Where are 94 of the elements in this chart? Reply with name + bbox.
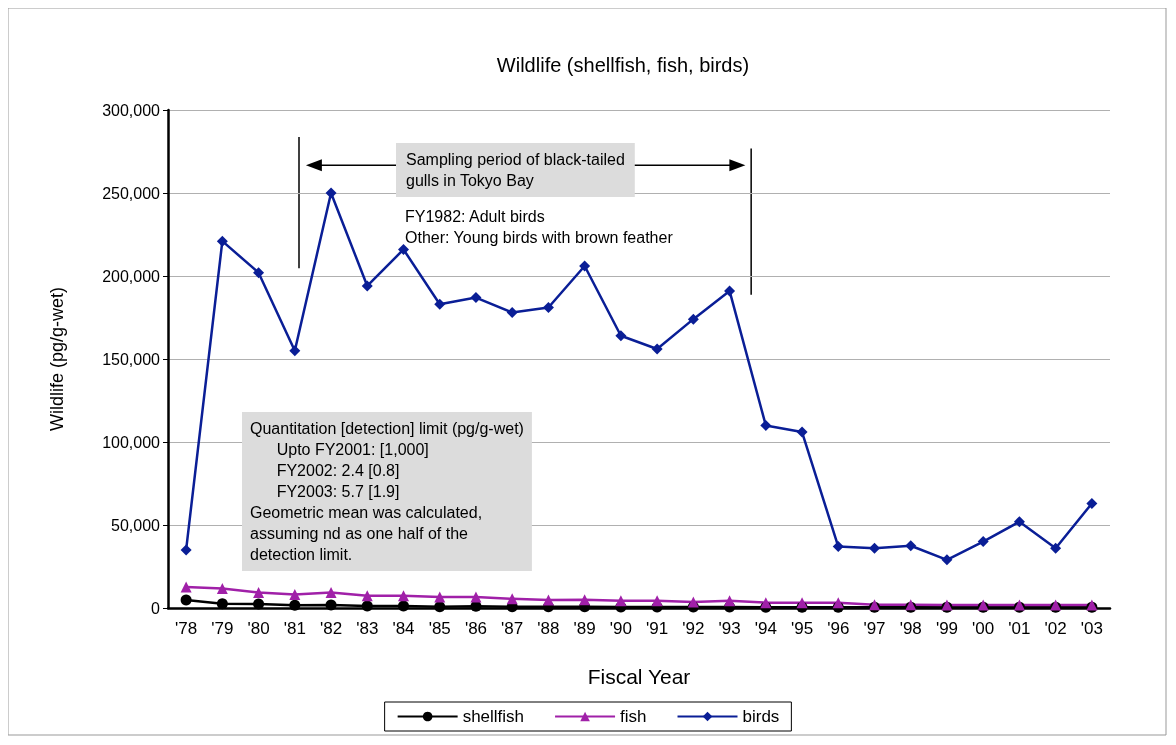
point bbox=[687, 596, 699, 608]
x-tick-label: '87 bbox=[501, 619, 524, 638]
x-tick-label: '98 bbox=[899, 619, 922, 638]
point bbox=[180, 544, 192, 556]
point bbox=[325, 599, 337, 611]
y-tick-label: 150,000 bbox=[102, 350, 161, 368]
point bbox=[506, 307, 518, 319]
point bbox=[470, 591, 482, 603]
point bbox=[579, 594, 591, 606]
x-tick-label: '81 bbox=[283, 619, 306, 638]
point bbox=[289, 599, 301, 611]
legend-label: shellfish bbox=[462, 707, 525, 726]
y-tick-label: 50,000 bbox=[111, 516, 161, 534]
point bbox=[941, 554, 953, 566]
x-tick-label: '00 bbox=[972, 619, 995, 638]
x-tick-label: '84 bbox=[392, 619, 415, 638]
point bbox=[325, 187, 337, 199]
point bbox=[253, 598, 265, 610]
point bbox=[180, 581, 192, 593]
x-tick-label: '01 bbox=[1008, 619, 1031, 638]
x-tick-label: '02 bbox=[1044, 619, 1067, 638]
point bbox=[216, 598, 228, 610]
point bbox=[253, 267, 265, 279]
x-tick-label: '96 bbox=[827, 619, 850, 638]
point bbox=[253, 587, 265, 599]
x-tick-label: '80 bbox=[247, 619, 270, 638]
point bbox=[361, 280, 373, 292]
point bbox=[651, 343, 663, 355]
point bbox=[869, 542, 880, 554]
point bbox=[977, 536, 989, 548]
y-axis-title: Wildlife (pg/g-wet) bbox=[47, 286, 67, 432]
point bbox=[1050, 542, 1062, 554]
point bbox=[1013, 516, 1025, 528]
point bbox=[615, 330, 627, 342]
point bbox=[289, 589, 301, 601]
point bbox=[760, 597, 772, 609]
point bbox=[796, 597, 808, 609]
x-tick-label: '94 bbox=[754, 619, 777, 638]
point bbox=[398, 600, 409, 612]
point bbox=[434, 591, 446, 603]
x-tick-label: '93 bbox=[718, 619, 741, 638]
x-tick-label: '89 bbox=[573, 619, 596, 638]
y-tick-label: 300,000 bbox=[102, 101, 161, 119]
x-tick-label: '95 bbox=[790, 619, 814, 638]
point bbox=[542, 594, 554, 606]
point bbox=[434, 298, 446, 310]
x-axis-title: Fiscal Year bbox=[587, 665, 691, 688]
legend-label: fish bbox=[620, 707, 647, 726]
x-tick-label: '91 bbox=[646, 619, 669, 638]
legend-label: birds bbox=[742, 707, 780, 726]
x-tick-label: '82 bbox=[319, 619, 343, 638]
point bbox=[325, 587, 337, 599]
point bbox=[832, 541, 844, 553]
y-tick-label: 0 bbox=[151, 599, 161, 617]
point bbox=[724, 285, 736, 297]
point bbox=[832, 597, 844, 609]
chart-title: Wildlife (shellfish, fish, birds) bbox=[496, 54, 750, 76]
x-tick-label: '92 bbox=[682, 619, 705, 638]
point bbox=[216, 235, 228, 247]
point bbox=[579, 260, 591, 272]
x-tick-label: '83 bbox=[356, 619, 379, 638]
point bbox=[289, 345, 301, 357]
x-tick-label: '99 bbox=[935, 619, 959, 638]
point bbox=[216, 583, 228, 595]
point bbox=[724, 595, 736, 607]
point bbox=[687, 313, 699, 325]
x-tick-label: '78 bbox=[175, 619, 198, 638]
x-tick-label: '97 bbox=[863, 619, 886, 638]
y-tick-label: 250,000 bbox=[102, 184, 161, 202]
point bbox=[398, 590, 409, 602]
x-tick-label: '86 bbox=[464, 619, 488, 638]
x-tick-label: '85 bbox=[428, 619, 451, 638]
point bbox=[542, 302, 554, 314]
point bbox=[796, 426, 808, 438]
point bbox=[506, 593, 518, 605]
annotation: FY1982: Adult birds Other: Young birds with brown feather bbox=[405, 208, 674, 246]
point bbox=[398, 243, 409, 255]
point bbox=[361, 590, 373, 602]
point bbox=[1086, 497, 1098, 509]
x-tick-label: '79 bbox=[211, 619, 234, 638]
y-tick-label: 200,000 bbox=[102, 267, 161, 285]
x-tick-label: '03 bbox=[1080, 619, 1103, 638]
x-tick-label: '88 bbox=[537, 619, 560, 638]
x-tick-label: '90 bbox=[609, 619, 632, 638]
y-tick-label: 100,000 bbox=[102, 433, 161, 451]
point bbox=[905, 540, 917, 552]
point bbox=[361, 600, 373, 612]
point bbox=[760, 419, 772, 431]
annotation: Quantitation [detection] limit (pg/g-wet) Upto FY2001: [1,000] FY2002: 2.4 [0.8] FY2003: 5.7 [1.9] Geometric mean was calculated, assuming nd as one half of the detection limit. bbox=[250, 420, 524, 563]
point bbox=[651, 595, 663, 607]
point bbox=[470, 292, 482, 304]
annotation: Sampling period of black-tailed gulls in Tokyo Bay bbox=[406, 151, 625, 189]
point bbox=[615, 595, 627, 607]
point bbox=[180, 594, 192, 606]
